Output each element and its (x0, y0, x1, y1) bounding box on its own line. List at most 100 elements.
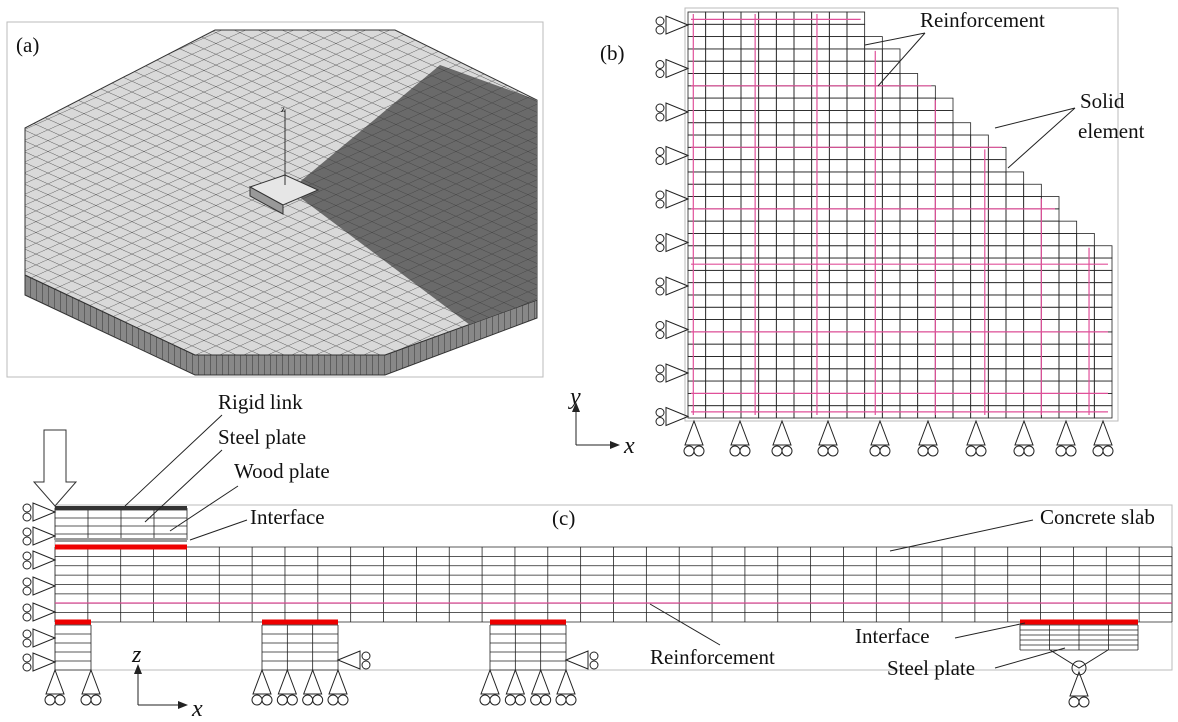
mesh-cell (812, 246, 830, 258)
support-roller (303, 695, 313, 705)
mesh-cell (1024, 233, 1042, 245)
mesh-cell (847, 147, 865, 159)
mesh-cell (688, 110, 706, 122)
mesh-cell (865, 37, 883, 49)
mesh-cell (706, 221, 724, 233)
mesh-cell (1059, 295, 1077, 307)
support-roller (656, 17, 664, 25)
support (1015, 421, 1033, 445)
mesh-cell (1094, 320, 1112, 332)
mesh-cell (812, 320, 830, 332)
mesh-cell (776, 283, 794, 295)
support-roller (556, 695, 566, 705)
support (1050, 650, 1108, 668)
leader (995, 108, 1075, 168)
mesh-cell (1094, 393, 1112, 405)
mesh-cell (847, 184, 865, 196)
mesh-cell (706, 24, 724, 36)
mesh-cell (759, 110, 777, 122)
mesh-cell (865, 86, 883, 98)
mesh-cell (759, 86, 777, 98)
mesh-cell (688, 147, 706, 159)
mesh-cell (723, 147, 741, 159)
mesh-cell (988, 393, 1006, 405)
mesh-cell (759, 184, 777, 196)
mesh-cell (847, 356, 865, 368)
mesh-cell (971, 135, 989, 147)
mesh-cell (900, 86, 918, 98)
mesh-cell (918, 356, 936, 368)
mesh-cell (794, 320, 812, 332)
mesh-cell (847, 307, 865, 319)
mesh-cell (1041, 233, 1059, 245)
mesh-cell (971, 270, 989, 282)
mesh-cell (918, 98, 936, 110)
mesh-cell (759, 123, 777, 135)
mesh-cell (847, 172, 865, 184)
mesh-cell (776, 61, 794, 73)
mesh-cell (1024, 270, 1042, 282)
mesh-cell (918, 369, 936, 381)
mesh-cell (1006, 344, 1024, 356)
mesh-cell (723, 110, 741, 122)
mesh-cell (776, 209, 794, 221)
mesh-cell (812, 135, 830, 147)
mesh-cell (988, 209, 1006, 221)
mesh-cell (847, 344, 865, 356)
mesh-cell (723, 332, 741, 344)
mesh-cell (776, 24, 794, 36)
mesh-cell (741, 172, 759, 184)
mesh-cell (900, 110, 918, 122)
mesh-cell (953, 197, 971, 209)
mesh-cell (688, 24, 706, 36)
mesh-cell (847, 160, 865, 172)
mesh-cell (900, 295, 918, 307)
mesh-cell (1041, 393, 1059, 405)
mesh-cell (723, 123, 741, 135)
mesh-cell (918, 160, 936, 172)
mesh-cell (953, 307, 971, 319)
mesh-cell (812, 295, 830, 307)
mesh-cell (741, 135, 759, 147)
mesh-cell (882, 381, 900, 393)
axes (138, 672, 178, 705)
mesh-cell (741, 307, 759, 319)
mesh-cell (1059, 381, 1077, 393)
mesh-cell (723, 74, 741, 86)
mesh-cell (812, 393, 830, 405)
mesh-cell (829, 86, 847, 98)
mesh-cell (723, 172, 741, 184)
mesh-cell (1024, 393, 1042, 405)
mesh-cell (882, 356, 900, 368)
mesh-cell (971, 160, 989, 172)
support (33, 503, 55, 521)
mesh-cell (865, 221, 883, 233)
support-roller (782, 446, 792, 456)
mesh-cell (776, 270, 794, 282)
mesh-cell (794, 74, 812, 86)
support-roller (531, 695, 541, 705)
support-roller (338, 695, 348, 705)
support (278, 670, 296, 694)
mesh-cell (971, 283, 989, 295)
mesh-cell (1059, 356, 1077, 368)
mesh-cell (971, 344, 989, 356)
mesh-cell (688, 98, 706, 110)
leader (890, 520, 1033, 551)
mesh-cell (1024, 197, 1042, 209)
mesh-cell (741, 12, 759, 24)
mesh-cell (706, 74, 724, 86)
mesh-cell (882, 369, 900, 381)
mesh-cell (953, 369, 971, 381)
mesh-cell (847, 135, 865, 147)
mesh-cell (759, 74, 777, 86)
mesh-cell (794, 221, 812, 233)
mesh-cell (741, 123, 759, 135)
mesh-cell (865, 320, 883, 332)
mesh-cell (759, 61, 777, 73)
mesh-cell (759, 37, 777, 49)
mesh-cell (794, 332, 812, 344)
mesh-cell (794, 12, 812, 24)
mesh-cell (794, 110, 812, 122)
mesh-cell (706, 344, 724, 356)
